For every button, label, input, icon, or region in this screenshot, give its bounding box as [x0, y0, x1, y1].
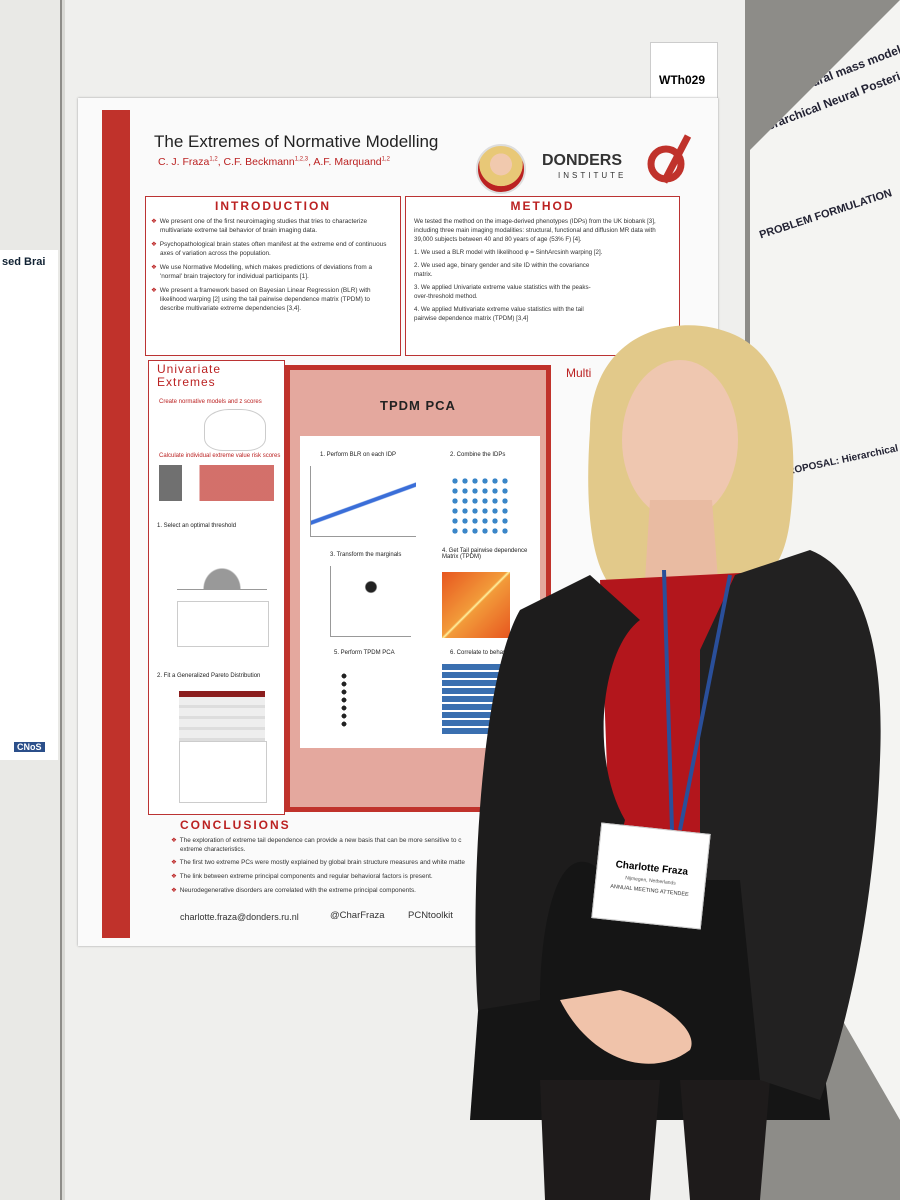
badge: Charlotte Fraza Nijmegen, Netherlands AN…: [591, 822, 711, 930]
line-figure: [177, 601, 269, 647]
neck: [645, 500, 718, 580]
brain-figure: [204, 409, 266, 451]
section-heading: Univariate Extremes: [157, 362, 222, 389]
bullet-continuation: extreme characteristics.: [180, 846, 246, 853]
regression-figure: [310, 466, 416, 537]
legs: [540, 1080, 770, 1200]
scatter-figure: [330, 566, 411, 637]
section-heading: TPDM PCA: [380, 398, 456, 413]
skirt: [470, 850, 830, 1120]
method-step: 1. We used a BLR model with likelihood φ…: [414, 249, 603, 256]
bullet: We present one of the first neuroimaging…: [160, 217, 394, 235]
logo-mark: [647, 134, 692, 184]
affiliation: 1,2,3: [294, 156, 309, 163]
face: [622, 360, 738, 520]
twitter: @CharFraza: [330, 910, 385, 921]
board-label-text: WTh029: [659, 73, 706, 87]
histogram-figure: [177, 539, 267, 590]
qq-figure: [179, 741, 267, 803]
jacket-left: [475, 575, 640, 1010]
tpdm-matrix: [442, 572, 510, 638]
multivariate-heading: Multi: [566, 366, 592, 380]
email: charlotte.fraza@donders.ru.nl: [180, 912, 299, 922]
pca-figure: [340, 672, 348, 728]
bullet: Psychopathological brain states often ma…: [160, 240, 394, 258]
bullet: We use Normative Modelling, which makes …: [160, 263, 394, 281]
author: C. J. Fraza: [158, 156, 210, 168]
method-step: 2. We used age, binary gender and site I…: [414, 262, 590, 278]
method: METHOD We tested the method on the image…: [405, 196, 680, 356]
section-heading: INTRODUCTION: [215, 199, 331, 213]
bullet: Neurodegenerative disorders are correlat…: [180, 886, 580, 895]
bullet: The first two extreme PCs were mostly ex…: [180, 858, 580, 867]
step-label: 1. Select an optimal threshold: [157, 523, 237, 529]
bullet: The exploration of extreme tail dependen…: [180, 836, 580, 845]
logo-sub: INSTITUTE: [558, 171, 627, 180]
poster-title: The Extremes of Normative Modelling: [154, 132, 439, 151]
introduction: INTRODUCTION We present one of the first…: [145, 196, 401, 356]
step-label: 3. Transform the marginals: [330, 552, 402, 558]
tpdm-panel: TPDM PCA 1. Perform BLR on each IDP 2. C…: [285, 365, 551, 812]
step-label: Create normative models and z scores: [159, 399, 262, 405]
method-text: We tested the method on the image-derive…: [414, 218, 656, 243]
table-figure: [179, 691, 265, 741]
left-poster: sed Brai CNoS: [0, 250, 58, 760]
step-label: 5. Perform TPDM PCA: [334, 650, 395, 656]
red-band: [102, 110, 130, 938]
affiliation: 1,2: [381, 156, 390, 163]
method-step: 4. We applied Multivariate extreme value…: [414, 306, 584, 322]
jacket-right: [700, 550, 881, 1100]
section-heading: METHOD: [510, 199, 575, 213]
idp-grid: [450, 476, 510, 536]
manhattan-figure: [159, 465, 274, 501]
step-label: 4. Get Tail pairwise dependence Matrix (…: [442, 548, 528, 560]
step-label: 2. Combine the IDPs: [450, 452, 506, 458]
bullet: The link between extreme principal compo…: [180, 872, 580, 881]
hands: [560, 990, 692, 1064]
logo-name: DONDERS: [542, 152, 623, 169]
step-label: Calculate individual extreme value risk …: [159, 453, 281, 459]
step-label: 2. Fit a Generalized Pareto Distribution: [157, 673, 261, 679]
affiliation: 1,2: [209, 156, 218, 163]
author: C.F. Beckmann: [223, 156, 295, 168]
author-photo: [476, 144, 526, 194]
github: PCNtoolkit: [408, 910, 453, 921]
conclusions: CONCLUSIONS The exploration of extreme t…: [166, 816, 586, 908]
author: A.F. Marquand: [313, 156, 382, 168]
bullet: We present a framework based on Bayesian…: [160, 286, 394, 313]
left-poster-logo: CNoS: [14, 742, 45, 752]
univariate: Univariate Extremes Create normative mod…: [148, 360, 285, 815]
lanyard: [662, 569, 732, 831]
method-step: 3. We applied Univariate extreme value s…: [414, 284, 591, 300]
step-label: 1. Perform BLR on each IDP: [320, 452, 397, 458]
section-heading: CONCLUSIONS: [180, 818, 291, 832]
authors: C. J. Fraza1,2, C.F. Beckmann1,2,3, A.F.…: [158, 156, 390, 168]
step-label: 6. Correlate to behav: [450, 650, 507, 656]
left-poster-title: sed Brai: [2, 256, 46, 268]
